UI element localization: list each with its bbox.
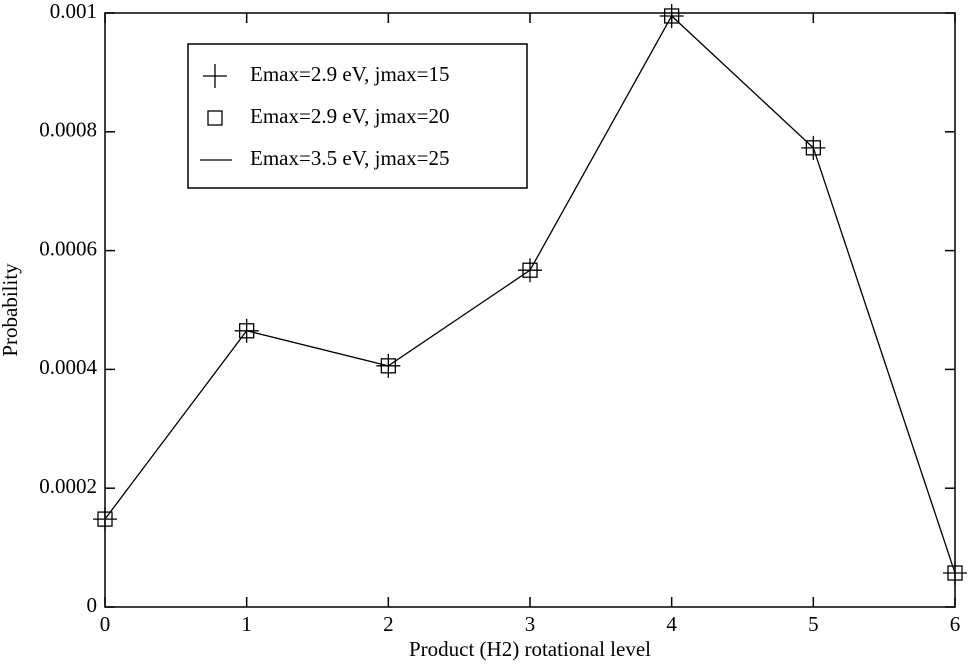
x-tick-label: 4 xyxy=(666,612,677,636)
y-axis-label: Probability xyxy=(0,263,22,357)
legend-label: Emax=2.9 eV, jmax=20 xyxy=(250,104,449,128)
x-tick-label: 1 xyxy=(241,612,252,636)
marker-square xyxy=(805,140,821,156)
legend-box xyxy=(187,43,528,189)
y-tick-label: 0.0008 xyxy=(39,118,97,142)
marker-square xyxy=(97,511,113,527)
x-tick-label: 6 xyxy=(950,612,961,636)
y-tick-label: 0.0006 xyxy=(39,236,97,260)
x-axis-label: Product (H2) rotational level xyxy=(409,637,651,661)
x-tick-label: 0 xyxy=(100,612,111,636)
series-line xyxy=(104,14,956,574)
marker-square xyxy=(207,110,223,126)
marker-square xyxy=(664,8,680,24)
marker-plus xyxy=(203,64,227,88)
marker-square xyxy=(947,565,963,581)
legend-label: Emax=2.9 eV, jmax=15 xyxy=(250,62,449,86)
marker-square xyxy=(239,323,255,339)
x-tick-label: 5 xyxy=(808,612,819,636)
x-tick-label: 3 xyxy=(525,612,536,636)
y-tick-label: 0.0004 xyxy=(39,355,97,379)
y-tick-label: 0.001 xyxy=(50,0,97,23)
legend-label: Emax=3.5 eV, jmax=25 xyxy=(250,146,449,170)
x-tick-label: 2 xyxy=(383,612,394,636)
marker-square xyxy=(522,262,538,278)
y-tick-label: 0 xyxy=(87,593,98,617)
y-tick-label: 0.0002 xyxy=(39,474,97,498)
marker-square xyxy=(380,358,396,374)
